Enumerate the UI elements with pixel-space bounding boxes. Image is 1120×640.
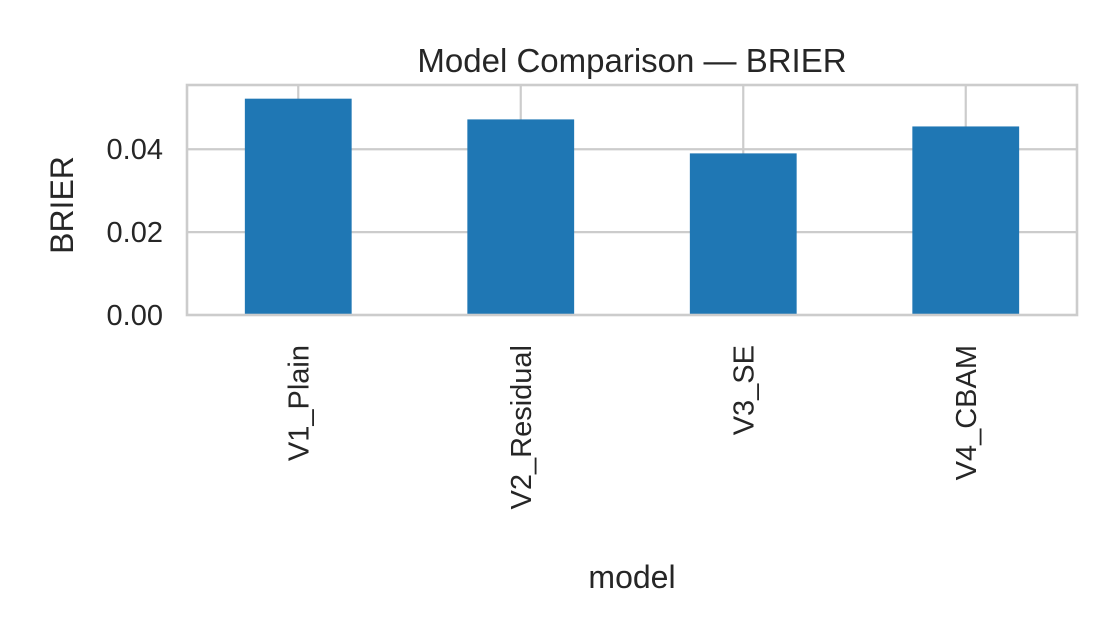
x-tick-label: V1_Plain — [283, 345, 315, 461]
bar-v4-cbam — [912, 126, 1020, 316]
bar-v2-residual — [467, 119, 575, 315]
bar-v3-se — [689, 153, 797, 315]
x-axis-label: model — [588, 559, 675, 595]
y-tick-label: 0.00 — [107, 300, 163, 332]
axis-ticks: 0.00 0.02 0.04 V1_Plain V2_Residual V3_SE V4_C… — [107, 134, 983, 509]
bar-v1-plain — [244, 98, 352, 315]
y-axis-label: BRIER — [44, 156, 80, 254]
bars — [244, 98, 1020, 316]
x-tick-label: V3_SE — [728, 345, 760, 435]
x-tick-label: V4_CBAM — [951, 345, 983, 480]
plot-frame — [185, 83, 1079, 317]
y-tick-label: 0.04 — [107, 134, 163, 166]
chart-title: Model Comparison — BRIER — [417, 42, 846, 79]
y-tick-label: 0.02 — [107, 217, 163, 249]
x-tick-label: V2_Residual — [506, 345, 538, 509]
